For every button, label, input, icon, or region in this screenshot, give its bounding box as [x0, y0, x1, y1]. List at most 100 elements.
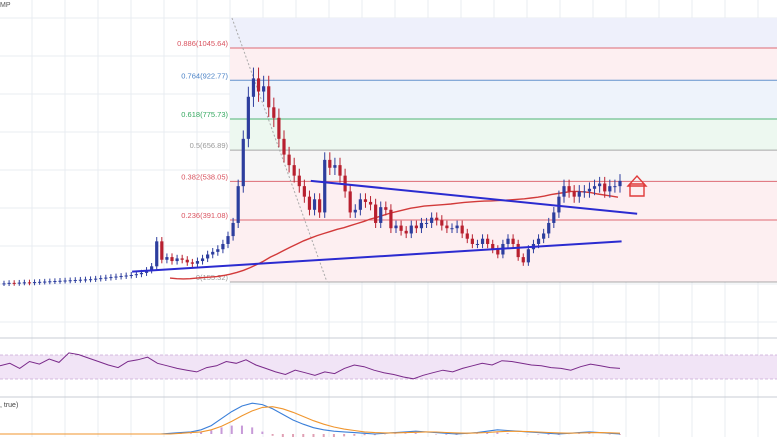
trend-lines: [132, 179, 638, 273]
candle-body: [165, 257, 169, 260]
candle-body: [231, 222, 235, 237]
candle-body: [526, 249, 530, 263]
candle-body: [17, 282, 21, 284]
candle-body: [450, 228, 454, 230]
candle-body: [119, 276, 123, 278]
candle-body: [180, 258, 184, 260]
candle-body: [216, 249, 220, 252]
candle-body: [419, 222, 424, 229]
candle-body: [109, 277, 113, 279]
candle-body: [139, 272, 144, 275]
candle-body: [12, 282, 16, 284]
candle-body: [511, 238, 515, 244]
candle-body: [282, 138, 286, 155]
candle-body: [470, 238, 474, 244]
macd-line: [0, 402, 621, 435]
candle-body: [200, 258, 205, 262]
candle-body: [88, 279, 93, 281]
candle-body: [414, 225, 418, 229]
candle-body: [307, 196, 312, 210]
candle-body: [73, 279, 77, 281]
candle-body: [328, 159, 332, 168]
candle-body: [363, 199, 368, 202]
candle-body: [267, 86, 271, 108]
candle-body: [94, 278, 98, 280]
candle-body: [572, 191, 576, 197]
candle-body: [399, 225, 403, 231]
candle-body: [251, 78, 256, 97]
candle-body: [475, 243, 480, 245]
chart-header-symbol: MP: [0, 2, 11, 9]
candle-body: [53, 281, 57, 283]
candle-body: [160, 241, 164, 260]
candle-body: [577, 191, 581, 197]
candle-body: [547, 222, 551, 234]
candle-body: [338, 165, 342, 176]
fib-level-label: 0.5(656.89): [190, 141, 229, 150]
candle-body: [124, 275, 128, 277]
candle-body: [241, 138, 245, 187]
rsi-panel: [0, 352, 777, 380]
candle-body: [613, 186, 617, 188]
candle-body: [104, 277, 108, 279]
candle-body: [323, 159, 327, 213]
candle-body: [618, 180, 622, 187]
rsi-band: [0, 355, 777, 379]
candle-body: [465, 233, 469, 239]
candle-body: [32, 282, 37, 284]
rsi-line: [0, 352, 621, 380]
fib-zone: [230, 48, 777, 81]
candle-body: [486, 238, 490, 244]
candle-body: [374, 204, 378, 223]
candle-body: [58, 280, 62, 282]
candle-body: [435, 217, 439, 221]
candle-body: [277, 117, 281, 139]
candle-body: [379, 207, 383, 223]
candle-body: [256, 78, 261, 92]
candle-body: [536, 238, 541, 244]
ascending-trendline: [132, 240, 622, 273]
moving-average-line: [169, 190, 619, 280]
candle-body: [557, 196, 561, 213]
candle-body: [404, 230, 408, 234]
candle-body: [424, 222, 429, 224]
candle-body: [455, 225, 459, 229]
candle-body: [353, 209, 357, 213]
candle-body: [297, 175, 301, 187]
candle-body: [134, 274, 138, 276]
candle-body: [206, 254, 210, 259]
candle-body: [496, 249, 500, 255]
candle-body: [445, 225, 449, 229]
candle-body: [190, 262, 194, 264]
candle-body: [460, 225, 464, 234]
candle-body: [409, 225, 413, 234]
candle-body: [430, 217, 434, 223]
candle-body: [394, 225, 398, 229]
candle-body: [7, 282, 11, 284]
candle-body: [236, 186, 240, 223]
arrow-shape: [626, 174, 648, 197]
fib-level-label: 0.618(775.73): [181, 110, 228, 119]
candle-body: [384, 207, 388, 210]
candle-body: [603, 183, 607, 192]
fibonacci-lines: [230, 17, 777, 283]
fib-zone: [230, 150, 777, 182]
candle-body: [78, 279, 82, 281]
candle-body: [129, 274, 133, 276]
fib-level-label: 0.382(538.05): [181, 172, 228, 181]
candle-body: [27, 282, 32, 284]
candle-body: [440, 220, 444, 226]
signal-line: [0, 406, 621, 435]
candle-body: [542, 233, 546, 239]
candle-body: [114, 276, 118, 278]
candle-body: [287, 154, 291, 166]
candle-body: [195, 261, 200, 264]
candle-body: [150, 266, 154, 271]
candle-body: [246, 96, 250, 139]
candle-body: [99, 278, 103, 280]
candle-body: [292, 165, 296, 176]
candle-body: [592, 186, 597, 189]
candle-body: [83, 279, 88, 281]
candle-body: [38, 281, 42, 283]
candle-body: [567, 186, 571, 192]
